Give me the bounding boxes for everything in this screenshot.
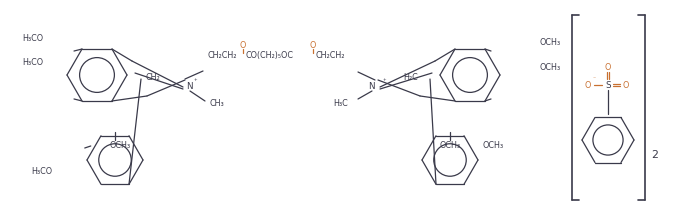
Text: 2: 2 xyxy=(651,150,658,160)
Text: CH₃: CH₃ xyxy=(210,99,225,107)
Text: H₃C: H₃C xyxy=(333,99,348,107)
Text: H₃CO: H₃CO xyxy=(31,168,52,176)
Text: O: O xyxy=(310,41,316,50)
Text: H₂C: H₂C xyxy=(403,73,418,81)
Text: N: N xyxy=(186,81,193,91)
Text: O: O xyxy=(623,81,629,89)
Text: ⁺: ⁺ xyxy=(383,79,386,85)
Text: N: N xyxy=(369,81,375,91)
Text: OCH₃: OCH₃ xyxy=(482,142,503,150)
Text: CH₂CH₂: CH₂CH₂ xyxy=(316,50,346,60)
Text: S: S xyxy=(605,81,611,89)
Text: H₃CO: H₃CO xyxy=(22,34,43,42)
Text: CH₂: CH₂ xyxy=(145,73,160,81)
Text: O: O xyxy=(605,62,611,72)
Text: CH₂CH₂: CH₂CH₂ xyxy=(207,50,236,60)
Text: OCH₃: OCH₃ xyxy=(540,38,561,46)
Text: OCH₃: OCH₃ xyxy=(540,64,561,73)
Text: ⁺: ⁺ xyxy=(194,79,198,85)
Text: H₃CO: H₃CO xyxy=(22,58,43,66)
Text: ⁻: ⁻ xyxy=(593,77,595,83)
Text: OCH₃: OCH₃ xyxy=(439,142,460,150)
Text: CO(CH₂)₅OC: CO(CH₂)₅OC xyxy=(245,50,293,60)
Text: O: O xyxy=(585,81,591,89)
Text: OCH₃: OCH₃ xyxy=(109,142,130,150)
Text: O: O xyxy=(240,41,246,50)
